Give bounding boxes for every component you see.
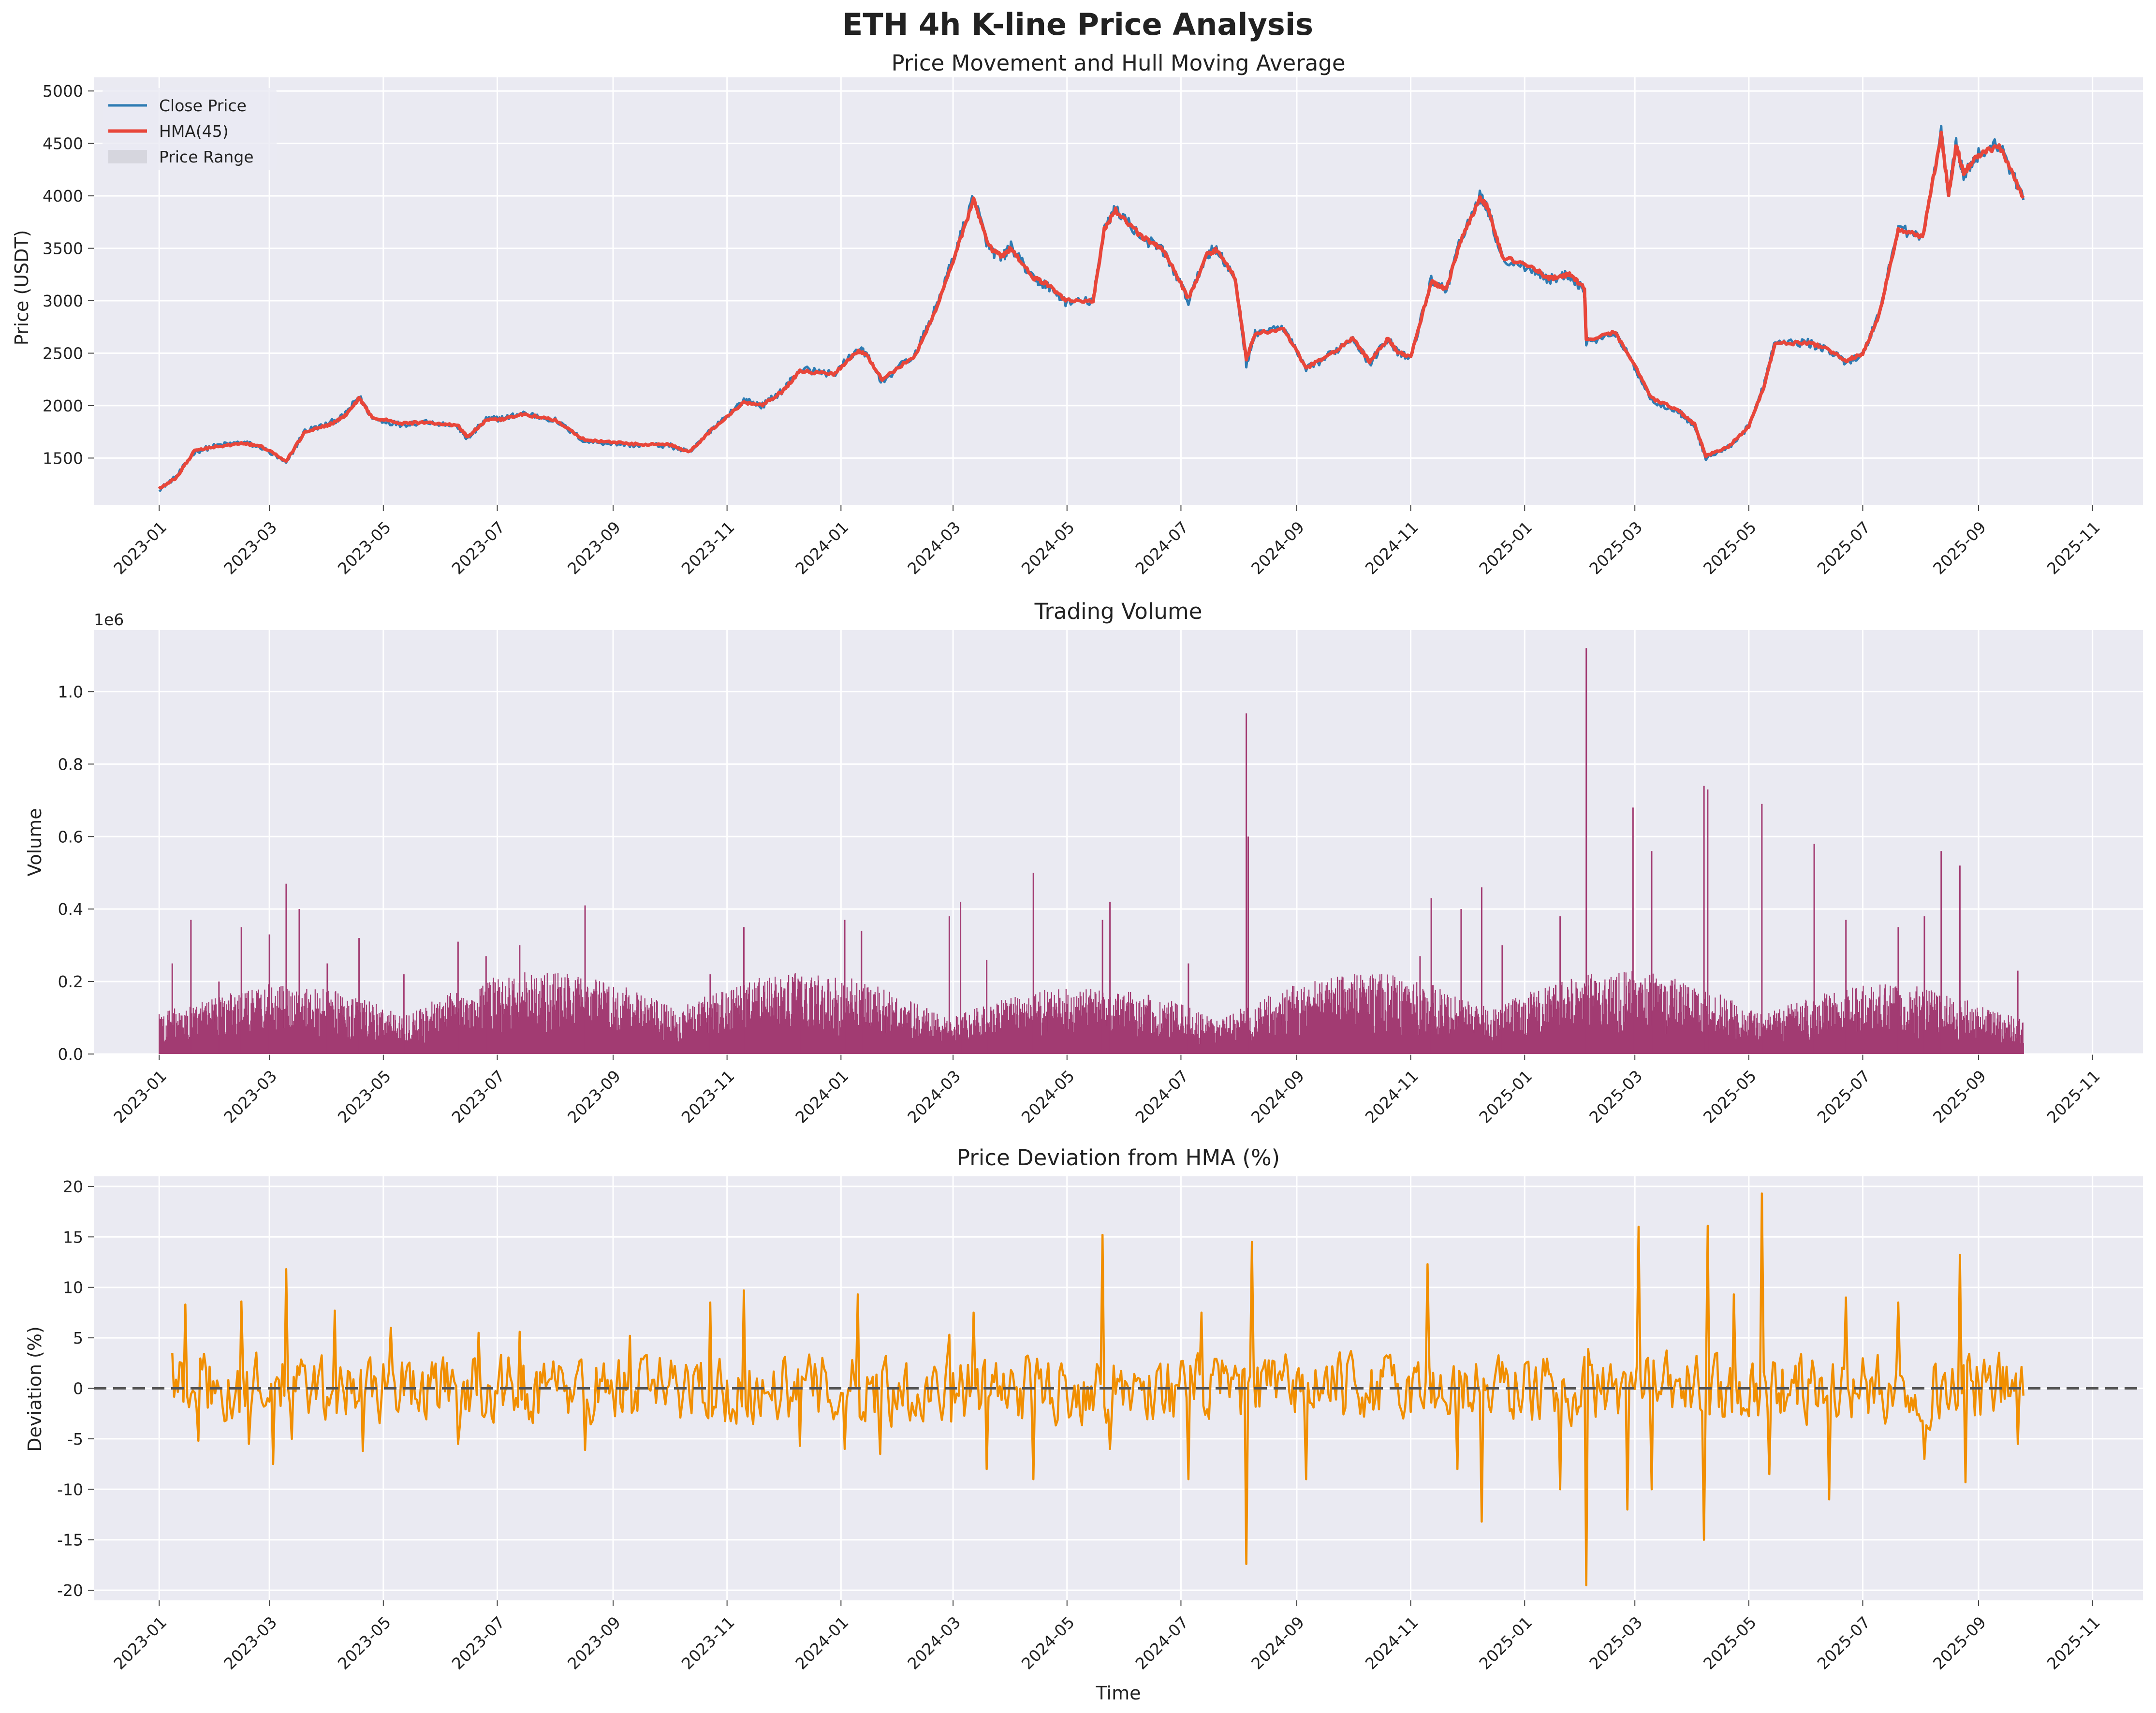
y-tick-label: 3500 — [43, 239, 83, 258]
x-tick-label: 2023-05 — [334, 518, 395, 578]
x-tick-label: 2023-03 — [220, 518, 280, 578]
x-tick-label: 2024-03 — [904, 1067, 964, 1127]
legend-swatch — [108, 150, 147, 163]
plot-area-0 — [94, 77, 2143, 505]
x-tick-label: 2025-01 — [1475, 1613, 1536, 1673]
x-tick-label: 2025-07 — [1814, 1067, 1874, 1127]
y-tick-label: 0.6 — [58, 827, 83, 846]
x-tick-label: 2023-07 — [448, 1613, 509, 1673]
volume-panel-title: Trading Volume — [1034, 599, 1203, 624]
x-tick-label: 2023-03 — [220, 1613, 280, 1673]
x-tick-label: 2025-05 — [1700, 1613, 1760, 1673]
x-tick-label: 2025-09 — [1929, 1613, 1990, 1673]
x-tick-label: 2023-01 — [110, 1067, 170, 1127]
x-tick-label: 2024-11 — [1362, 1613, 1422, 1673]
x-tick-label: 2025-03 — [1585, 1067, 1646, 1127]
x-tick-label: 2023-09 — [564, 1613, 624, 1673]
x-tick-label: 2025-11 — [2043, 1067, 2104, 1127]
volume-y-axis-label: Volume — [24, 808, 45, 876]
x-tick-label: 2023-05 — [334, 1067, 395, 1127]
x-tick-label: 2025-11 — [2043, 1613, 2104, 1673]
price-y-axis-label: Price (USDT) — [11, 230, 32, 346]
x-tick-label: 2023-09 — [564, 518, 624, 578]
y-tick-label: 0 — [73, 1379, 83, 1398]
legend-entry: Close Price — [159, 96, 247, 115]
x-tick-label: 2023-11 — [678, 1613, 738, 1673]
x-tick-label: 2023-07 — [448, 1067, 509, 1127]
x-tick-label: 2024-07 — [1131, 1067, 1192, 1127]
x-tick-label: 2025-09 — [1929, 1067, 1990, 1127]
y-tick-label: -15 — [57, 1531, 83, 1550]
x-tick-label: 2025-05 — [1700, 518, 1760, 578]
x-tick-label: 2024-09 — [1247, 518, 1308, 578]
x-tick-label: 2025-01 — [1475, 1067, 1536, 1127]
deviation-y-axis-label: Deviation (%) — [24, 1326, 45, 1452]
y-tick-label: 2000 — [43, 396, 83, 415]
plot-area-1 — [94, 630, 2143, 1054]
y-tick-label: 0.8 — [58, 755, 83, 774]
y-tick-label: 5 — [73, 1329, 83, 1347]
x-tick-label: 2023-01 — [110, 518, 170, 578]
x-tick-label: 2024-05 — [1018, 1067, 1078, 1127]
volume-panel: Trading Volume Volume 1e6 2023-01 2023-03… — [24, 599, 2143, 1127]
y-tick-label: 15 — [63, 1228, 83, 1246]
y-tick-label: 3000 — [43, 292, 83, 310]
x-tick-label: 2023-03 — [220, 1067, 280, 1127]
volume-offset-label: 1e6 — [94, 610, 124, 629]
x-tick-label: 2023-07 — [448, 518, 509, 578]
x-tick-label: 2024-09 — [1247, 1613, 1308, 1673]
x-tick-label: 2025-09 — [1929, 518, 1990, 578]
y-tick-label: -5 — [67, 1430, 83, 1449]
figure-title: ETH 4h K-line Price Analysis — [842, 7, 1313, 42]
x-tick-label: 2025-03 — [1585, 1613, 1646, 1673]
x-tick-label: 2024-05 — [1018, 1613, 1078, 1673]
y-tick-label: 5000 — [43, 82, 83, 101]
y-tick-label: 4500 — [43, 134, 83, 153]
x-tick-label: 2024-07 — [1131, 1613, 1192, 1673]
x-tick-label: 2025-03 — [1585, 518, 1646, 578]
y-tick-label: 4000 — [43, 187, 83, 205]
y-tick-label: -20 — [57, 1581, 83, 1600]
y-tick-label: 2500 — [43, 344, 83, 363]
x-tick-label: 2024-01 — [792, 1067, 852, 1127]
x-tick-label: 2023-09 — [564, 1067, 624, 1127]
x-tick-label: 2025-07 — [1814, 518, 1874, 578]
x-tick-label: 2025-07 — [1814, 1613, 1874, 1673]
x-tick-label: 2024-11 — [1362, 1067, 1422, 1127]
y-tick-label: 0.0 — [58, 1045, 83, 1064]
x-tick-label: 2024-03 — [904, 1613, 964, 1673]
x-tick-label: 2023-05 — [334, 1613, 395, 1673]
x-tick-label: 2023-11 — [678, 1067, 738, 1127]
deviation-panel: Price Deviation from HMA (%) Deviation (… — [24, 1145, 2143, 1704]
x-tick-label: 2025-05 — [1700, 1067, 1760, 1127]
legend-entry: Price Range — [159, 147, 254, 166]
x-tick-label: 2025-01 — [1475, 518, 1536, 578]
volume-bars — [159, 971, 2024, 1054]
legend-entry: HMA(45) — [159, 122, 229, 141]
price-panel-title: Price Movement and Hull Moving Average — [891, 50, 1345, 76]
y-tick-label: 0.2 — [58, 972, 83, 991]
x-tick-label: 2025-11 — [2043, 518, 2104, 578]
x-tick-label: 2024-01 — [792, 518, 852, 578]
x-tick-label: 2024-09 — [1247, 1067, 1308, 1127]
y-tick-label: 1.0 — [58, 682, 83, 701]
x-tick-label: 2023-11 — [678, 518, 738, 578]
y-tick-label: 20 — [63, 1177, 83, 1196]
x-tick-label: 2024-07 — [1131, 518, 1192, 578]
price-panel: Price Movement and Hull Moving Average P… — [11, 50, 2143, 578]
x-tick-label: 2024-03 — [904, 518, 964, 578]
x-tick-label: 2024-05 — [1018, 518, 1078, 578]
hma-line — [158, 131, 2025, 490]
deviation-panel-title: Price Deviation from HMA (%) — [957, 1145, 1280, 1171]
y-tick-label: 0.4 — [58, 900, 83, 919]
y-tick-label: 1500 — [43, 449, 83, 468]
legend-box — [103, 88, 277, 170]
y-tick-label: 10 — [63, 1278, 83, 1297]
x-tick-label: 2023-01 — [110, 1613, 170, 1673]
x-tick-label: 2024-11 — [1362, 518, 1422, 578]
x-tick-label: 2024-01 — [792, 1613, 852, 1673]
x-axis-label: Time — [1096, 1683, 1141, 1704]
y-tick-label: -10 — [57, 1480, 83, 1499]
